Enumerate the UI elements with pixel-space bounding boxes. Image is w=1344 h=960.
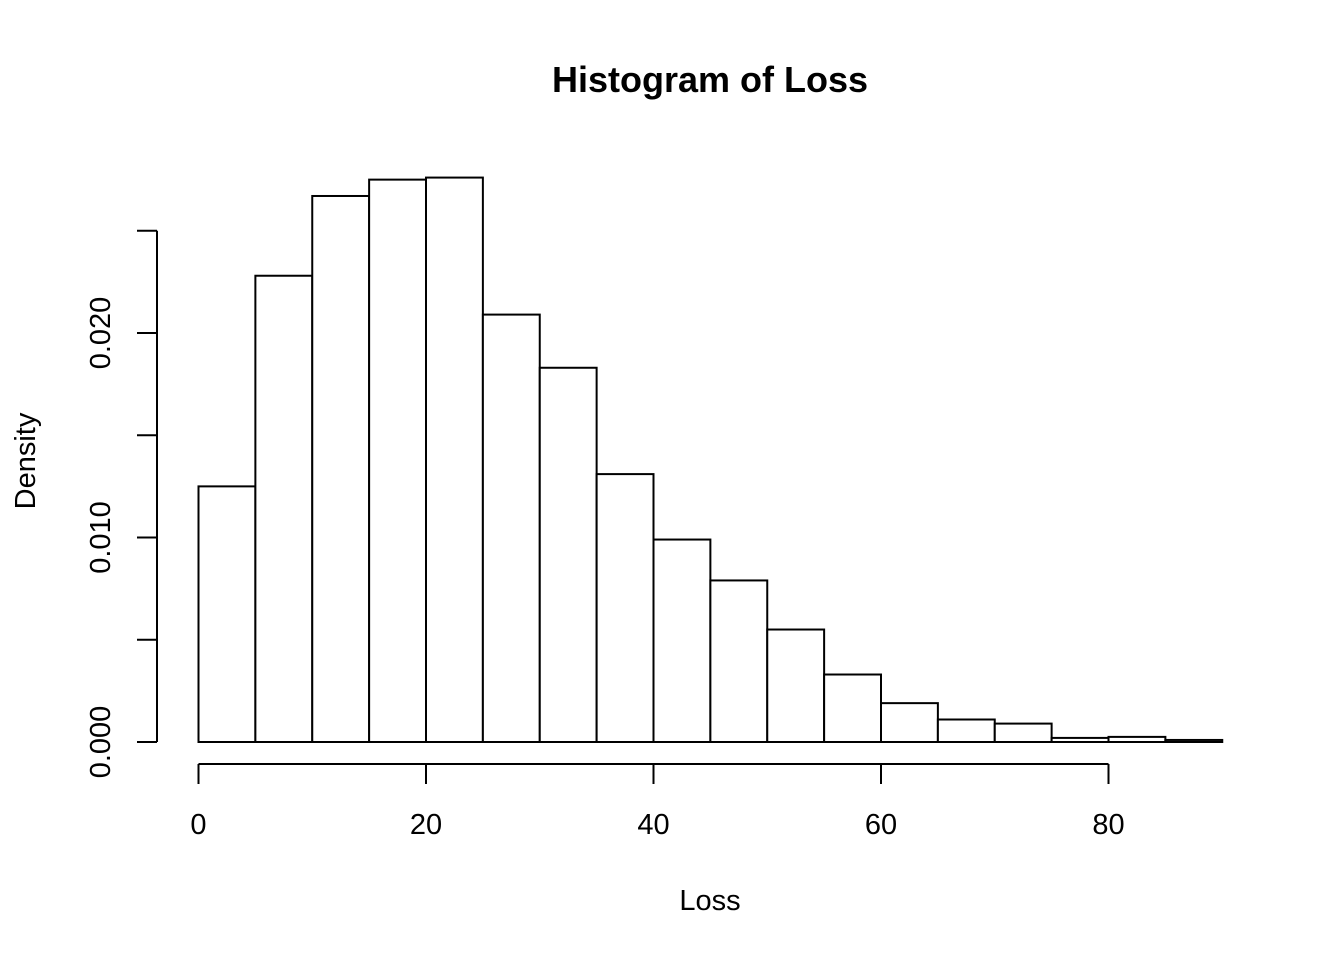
chart-title: Histogram of Loss <box>552 59 868 100</box>
histogram-bar <box>709 579 769 743</box>
y-axis-ticks: 0.000 0.010 0.020 <box>85 229 157 779</box>
histogram-bar <box>595 473 655 743</box>
histogram-bar <box>538 366 598 743</box>
y-tick-label: 0.020 <box>85 297 117 370</box>
histogram-bar <box>880 702 939 744</box>
histogram-bar <box>197 485 257 743</box>
histogram-bar <box>1164 738 1224 744</box>
histogram-bar <box>652 538 712 743</box>
histogram-bar <box>936 718 996 744</box>
x-tick-label: 80 <box>1092 809 1124 841</box>
histogram-bar <box>368 178 427 743</box>
y-axis-label: Density <box>10 412 42 509</box>
y-tick-label: 0.000 <box>85 706 117 779</box>
x-tick-label: 40 <box>637 809 669 841</box>
histogram-bar <box>1107 735 1167 744</box>
histogram-bar <box>1050 736 1110 743</box>
histogram-bar <box>254 274 314 743</box>
histogram-bar <box>311 194 371 744</box>
histogram-bar <box>425 176 484 743</box>
y-tick-label: 0.010 <box>85 501 117 574</box>
histogram-bar <box>481 313 541 743</box>
x-axis-label: Loss <box>679 885 740 917</box>
x-tick-label: 60 <box>865 809 897 841</box>
x-tick-label: 0 <box>190 809 206 841</box>
histogram-bar <box>823 673 882 744</box>
x-tick-label: 20 <box>410 809 442 841</box>
x-axis-ticks: 0 20 40 60 80 <box>190 764 1125 841</box>
histogram-bar <box>993 722 1053 743</box>
histogram-bar <box>766 628 826 744</box>
bars-group <box>197 176 1224 744</box>
